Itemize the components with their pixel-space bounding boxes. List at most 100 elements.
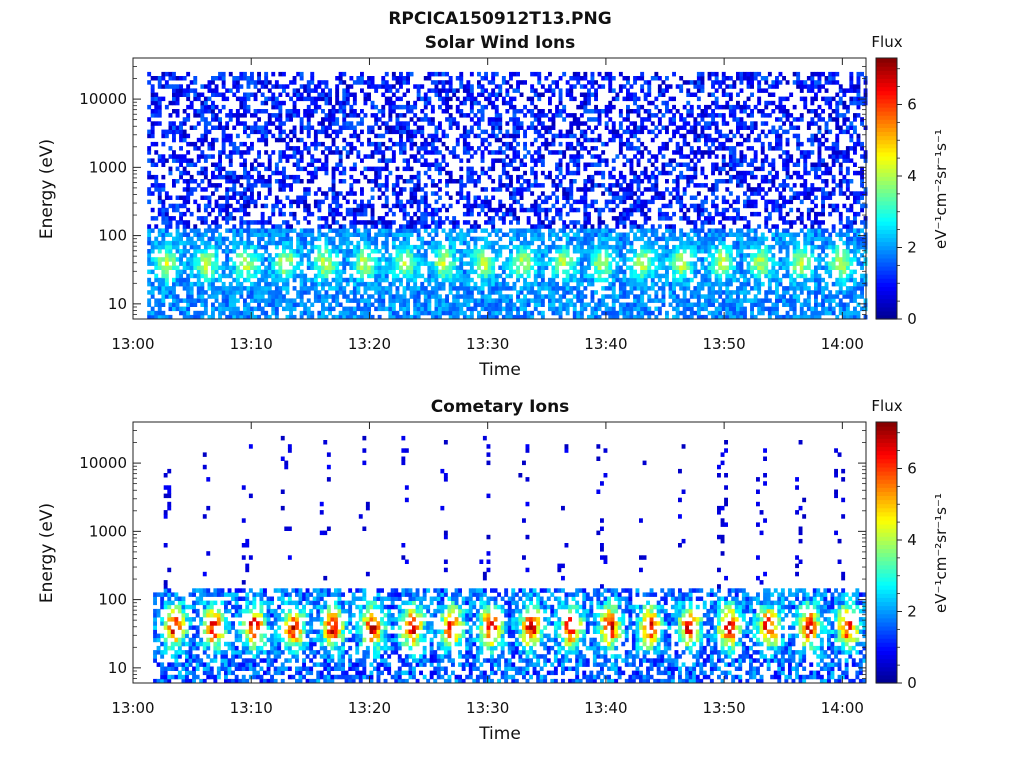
- heatmap-cell: [239, 261, 244, 266]
- heatmap-cell: [239, 240, 244, 246]
- heatmap-cell: [601, 310, 606, 316]
- heatmap-cell: [480, 244, 485, 250]
- heatmap-cell: [654, 191, 659, 196]
- heatmap-cell: [423, 92, 428, 97]
- heatmap-cell: [501, 150, 506, 155]
- heatmap-cell: [267, 298, 272, 303]
- heatmap-cell: [384, 179, 389, 184]
- heatmap-cell: [626, 158, 630, 163]
- heatmap-cell: [505, 129, 510, 135]
- heatmap-cell: [544, 224, 549, 229]
- heatmap-cell: [512, 146, 517, 151]
- heatmap-cell: [186, 187, 191, 192]
- heatmap-cell: [168, 306, 173, 312]
- heatmap-cell: [640, 290, 645, 295]
- heatmap-cell: [260, 174, 265, 180]
- heatmap-cell: [413, 244, 418, 250]
- heatmap-cell: [579, 154, 584, 159]
- heatmap-cell: [551, 257, 556, 262]
- heatmap-cell: [572, 244, 577, 250]
- heatmap-cell: [558, 133, 563, 139]
- heatmap-cell: [555, 281, 559, 287]
- heatmap-cell: [601, 244, 606, 250]
- heatmap-cell: [221, 133, 226, 139]
- heatmap-cell: [257, 80, 261, 85]
- heatmap-cell: [434, 232, 439, 237]
- heatmap-cell: [633, 109, 637, 114]
- heatmap-cell: [480, 314, 485, 320]
- heatmap-cell: [246, 240, 251, 246]
- heatmap-cell: [597, 236, 602, 242]
- heatmap-cell: [480, 141, 485, 147]
- heatmap-cell: [629, 302, 634, 307]
- heatmap-cell: [168, 314, 173, 320]
- heatmap-cell: [299, 199, 304, 205]
- heatmap-cell: [445, 249, 449, 254]
- heatmap-cell: [363, 302, 368, 307]
- heatmap-cell: [182, 261, 187, 266]
- heatmap-cell: [196, 277, 201, 283]
- heatmap-cells: [147, 71, 868, 320]
- heatmap-cell: [221, 195, 226, 200]
- heatmap-cell: [306, 146, 311, 151]
- heatmap-cell: [377, 170, 382, 176]
- heatmap-cell: [214, 277, 219, 283]
- heatmap-cell: [289, 199, 293, 205]
- heatmap-cell: [533, 174, 538, 180]
- heatmap-cell: [278, 228, 283, 233]
- heatmap-cell: [516, 277, 520, 283]
- heatmap-cell: [260, 294, 265, 299]
- heatmap-cell: [391, 76, 396, 81]
- heatmap-cell: [324, 100, 329, 106]
- heatmap-cell: [214, 244, 219, 250]
- heatmap-cell: [384, 80, 389, 85]
- heatmap-cell: [282, 100, 286, 106]
- heatmap-cell: [388, 294, 393, 299]
- heatmap-cell: [590, 253, 595, 258]
- heatmap-cell: [533, 228, 538, 233]
- heatmap-cell: [271, 257, 276, 262]
- heatmap-cell: [374, 277, 379, 283]
- heatmap-cell: [416, 96, 421, 102]
- heatmap-cell: [349, 290, 354, 295]
- heatmap-cell: [583, 207, 588, 213]
- heatmap-cell: [317, 121, 322, 126]
- heatmap-cell: [516, 133, 520, 139]
- heatmap-cell: [278, 240, 283, 246]
- heatmap-cell: [430, 290, 435, 295]
- heatmap-cell: [494, 96, 499, 102]
- heatmap-cell: [285, 269, 290, 275]
- heatmap-cell: [313, 203, 318, 209]
- heatmap-cell: [548, 150, 552, 155]
- heatmap-cell: [296, 220, 301, 225]
- heatmap-cell: [477, 261, 481, 266]
- heatmap-cell: [445, 216, 449, 221]
- heatmap-cell: [494, 306, 499, 312]
- heatmap-cell: [587, 314, 591, 320]
- heatmap-cell: [232, 170, 237, 176]
- heatmap-cell: [225, 261, 230, 266]
- heatmap-cell: [569, 179, 574, 184]
- heatmap-cell: [232, 240, 237, 246]
- heatmap-cell: [657, 244, 662, 250]
- heatmap-cell: [629, 265, 634, 270]
- heatmap-cell: [430, 71, 435, 77]
- heatmap-cell: [367, 129, 371, 135]
- heatmap-cell: [221, 129, 226, 135]
- heatmap-cell: [271, 294, 276, 299]
- heatmap-cell: [526, 125, 531, 130]
- heatmap-cell: [395, 244, 400, 250]
- heatmap-cell: [321, 269, 325, 275]
- heatmap-cell: [182, 211, 187, 217]
- heatmap-cell: [654, 71, 659, 77]
- heatmap-cell: [154, 261, 159, 266]
- heatmap-cell: [579, 100, 584, 106]
- heatmap-cell: [540, 310, 545, 316]
- heatmap-cell: [175, 129, 180, 135]
- heatmap-cell: [406, 211, 410, 217]
- heatmap-cell: [498, 273, 503, 279]
- heatmap-cell: [657, 121, 662, 126]
- heatmap-cell: [565, 170, 570, 176]
- heatmap-cell: [611, 277, 616, 283]
- heatmap-cell: [611, 125, 616, 130]
